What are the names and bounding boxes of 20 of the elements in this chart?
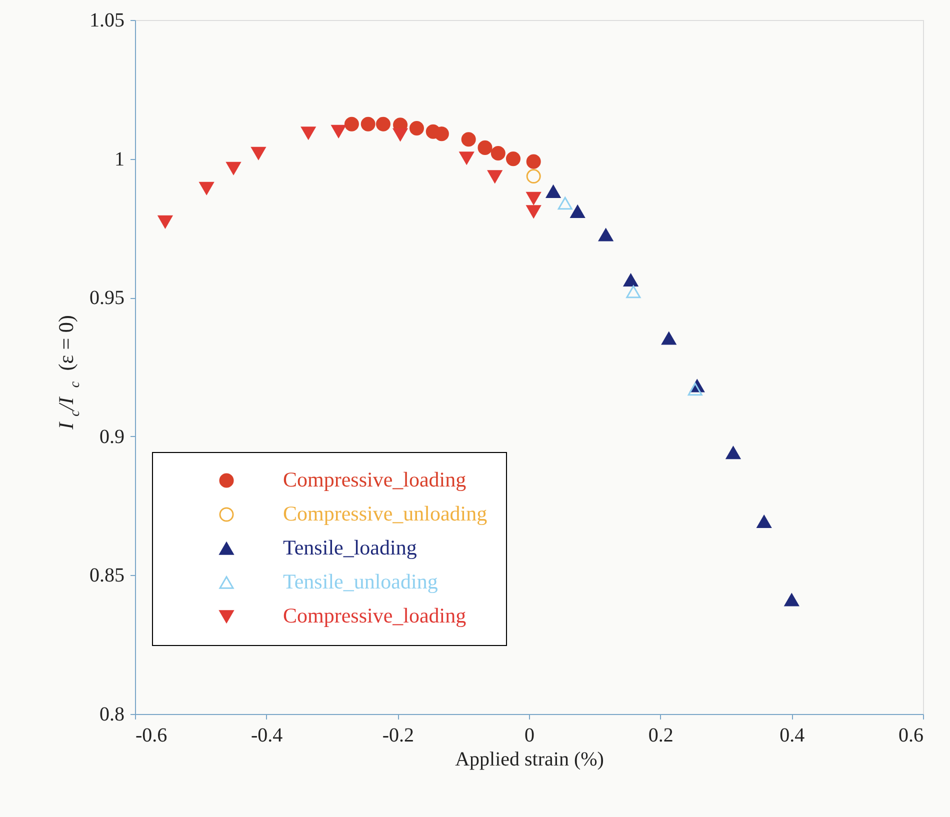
legend-label: Compressive_loading bbox=[283, 468, 467, 492]
x-axis-title: Applied strain (%) bbox=[455, 748, 604, 770]
x-tick-label: 0 bbox=[524, 724, 534, 746]
y-tick-label: 0.9 bbox=[100, 426, 124, 448]
y-axis-title: Ic/Ic (ε = 0) bbox=[54, 315, 83, 430]
x-tick-label: -0.2 bbox=[382, 724, 414, 746]
legend-label: Tensile_loading bbox=[283, 536, 418, 560]
legend-label: Tensile_unloading bbox=[283, 570, 438, 594]
x-tick-label: -0.6 bbox=[136, 724, 168, 746]
legend-label: Compressive_loading bbox=[283, 604, 467, 628]
y-tick-label: 0.95 bbox=[90, 287, 124, 310]
x-tick-label: 0.2 bbox=[648, 724, 674, 746]
x-tick-label: 0.6 bbox=[898, 724, 924, 746]
y-tick-label: 0.85 bbox=[90, 564, 124, 587]
x-tick-label: 0.4 bbox=[780, 724, 805, 746]
x-tick-label: -0.4 bbox=[250, 724, 283, 746]
legend-label: Compressive_unloading bbox=[283, 502, 488, 526]
y-tick-label: 1 bbox=[114, 148, 124, 170]
y-tick-label: 0.8 bbox=[100, 704, 124, 726]
y-tick-label: 1.05 bbox=[90, 10, 124, 32]
